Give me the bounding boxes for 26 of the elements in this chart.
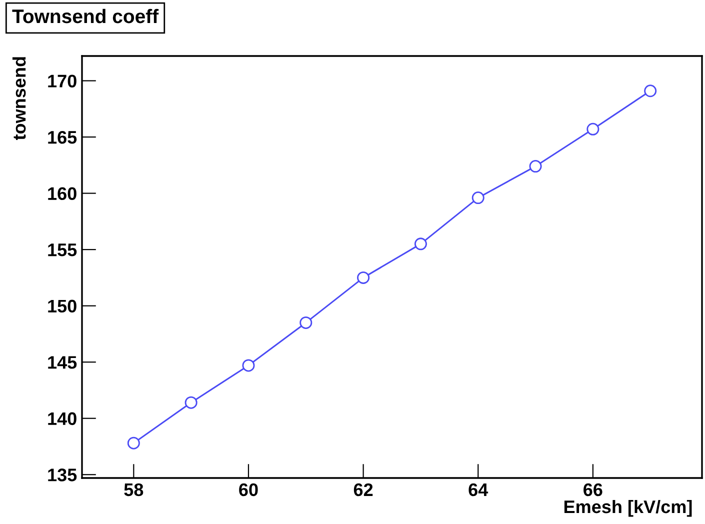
y-tick-label: 165: [48, 130, 77, 144]
y-tick-label: 155: [48, 244, 77, 256]
y-tick-label: 145: [48, 356, 77, 369]
x-tick-label: 66: [584, 483, 602, 496]
x-tick-label: 62: [354, 483, 373, 496]
y-tick-label: 170: [48, 74, 76, 88]
x-axis-title: Emesh [kV/cm]: [564, 500, 692, 517]
point: [357, 271, 370, 284]
point: [184, 396, 198, 409]
point: [529, 160, 542, 173]
point: [242, 359, 255, 372]
y-tick-label: 150: [48, 300, 76, 313]
y-tick-label: 140: [48, 412, 76, 426]
y-axis-title: townsend: [12, 57, 26, 140]
chart-title: Townsend coeff: [12, 8, 159, 24]
x-tick-label: 60: [239, 483, 258, 496]
x-tick-label: 64: [468, 483, 488, 496]
point: [644, 84, 657, 98]
point: [300, 316, 312, 329]
x-tick-label: 58: [124, 483, 144, 496]
point: [127, 436, 140, 450]
y-tick-label: 160: [48, 187, 76, 200]
point: [414, 238, 427, 250]
point: [586, 122, 600, 136]
point: [472, 192, 484, 204]
y-tick-label: 135: [48, 468, 77, 482]
